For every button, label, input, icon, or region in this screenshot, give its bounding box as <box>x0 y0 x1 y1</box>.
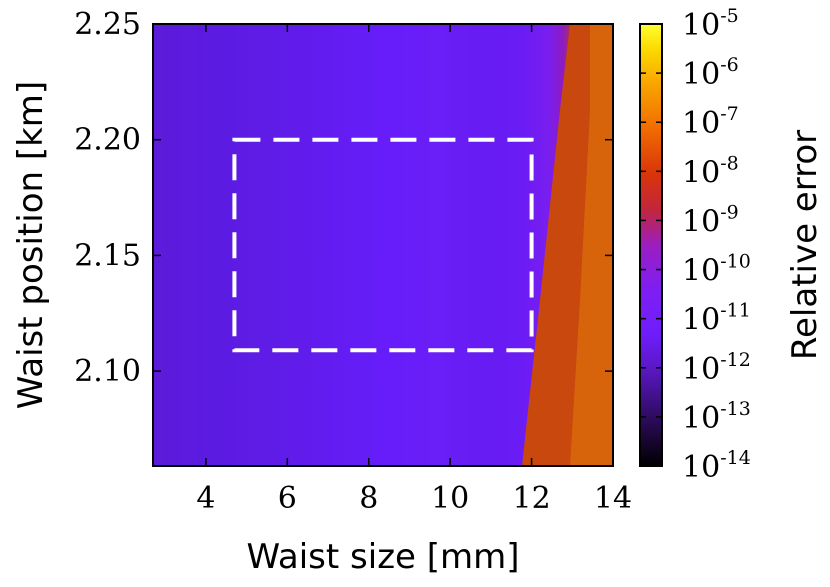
colorbar-tick-label: 10-7 <box>682 103 739 141</box>
highlight-box <box>232 137 534 353</box>
x-axis-label: Waist size [mm] <box>246 537 519 577</box>
x-tick-label: 10 <box>431 481 469 516</box>
colorbar-label: Relative error <box>785 130 825 360</box>
colorbar-tick-label: 10-14 <box>682 447 751 485</box>
colorbar-tick-label: 10-8 <box>682 152 739 190</box>
colorbar-tick-label: 10-12 <box>682 349 751 387</box>
x-tick-label: 8 <box>359 481 378 516</box>
colorbar-tick-label: 10-10 <box>682 251 751 289</box>
colorbar <box>639 23 663 467</box>
colorbar-tick-label: 10-11 <box>682 300 751 338</box>
y-tick-label: 2.15 <box>74 238 141 273</box>
heatmap-field <box>153 24 613 466</box>
colorbar-tick-label: 10-6 <box>682 54 739 92</box>
x-tick-label: 6 <box>278 481 297 516</box>
x-tick-label: 14 <box>594 481 632 516</box>
plot-frame <box>152 23 614 467</box>
colorbar-tick-label: 10-13 <box>682 398 751 436</box>
y-tick-label: 2.25 <box>74 7 141 42</box>
y-tick-label: 2.10 <box>74 354 141 389</box>
y-axis-label: Waist position [km] <box>11 81 51 409</box>
high-error-gradient <box>570 24 613 466</box>
colorbar-tick-label: 10-9 <box>682 201 739 239</box>
y-tick-label: 2.20 <box>74 123 141 158</box>
colorbar-ticks: 10-14 10-13 10-12 10-11 10-10 10-9 10-8 10-7 10-… <box>640 5 751 485</box>
x-tick-label: 12 <box>512 481 550 516</box>
colorbar-tick-label: 10-5 <box>682 5 739 43</box>
x-tick-label: 4 <box>196 481 215 516</box>
y-axis-ticks: 2.10 2.15 2.20 2.25 <box>74 7 613 389</box>
x-axis-ticks: 4 6 8 10 12 14 <box>196 24 632 516</box>
